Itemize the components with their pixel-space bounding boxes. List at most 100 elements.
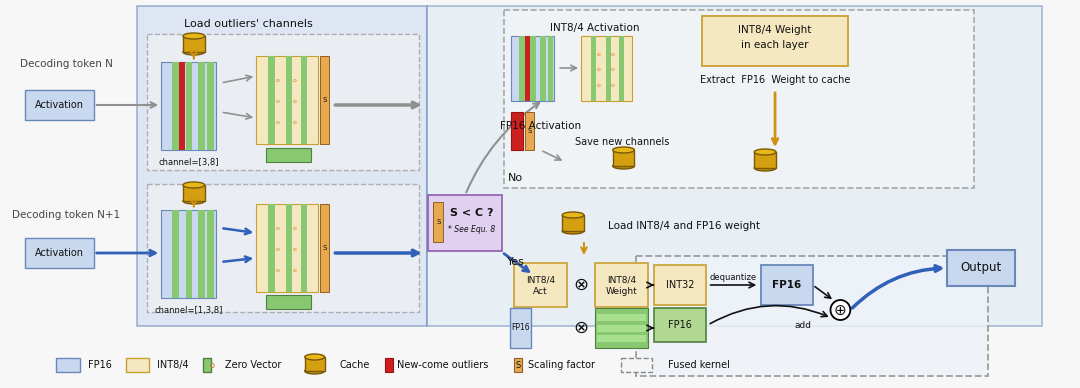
Text: INT8/4 Activation: INT8/4 Activation [550,23,639,33]
Text: o: o [293,99,296,104]
Bar [514,263,567,307]
Text: S: S [322,97,327,103]
Bar [199,210,205,298]
Bar [563,215,584,231]
Bar [161,210,216,298]
Text: FP16: FP16 [511,324,530,333]
Bar [320,204,329,292]
Bar [621,358,652,372]
Bar [636,256,988,376]
Bar [597,314,646,321]
Text: ⊗: ⊗ [573,319,589,337]
Bar [183,36,205,52]
Text: S < C ?: S < C ? [450,208,494,218]
Text: o: o [611,67,615,72]
Ellipse shape [754,149,777,155]
Text: Weight: Weight [606,288,637,296]
Text: Extract  FP16  Weight to cache: Extract FP16 Weight to cache [700,75,850,85]
Text: o: o [293,226,296,231]
Bar [597,325,646,332]
Bar [433,202,444,242]
Text: New-come outliers: New-come outliers [396,360,488,370]
Text: FP16: FP16 [669,320,692,330]
Ellipse shape [183,182,205,188]
Text: channel=[3,8]: channel=[3,8] [159,158,219,166]
Bar [514,358,522,372]
Bar [595,308,648,348]
Text: INT8/4: INT8/4 [607,275,636,284]
Text: Load outliers' channels: Load outliers' channels [184,19,313,29]
Bar [525,112,535,150]
Bar [619,36,624,101]
Text: o: o [275,99,280,104]
Bar [305,357,324,371]
Text: No: No [508,173,523,183]
Bar [591,36,596,101]
Ellipse shape [305,368,324,374]
Text: INT8/4 Weight: INT8/4 Weight [739,25,812,35]
Text: Activation: Activation [35,100,83,110]
Bar [301,56,307,144]
Bar [256,56,318,144]
Text: FP16: FP16 [772,280,801,290]
Text: o: o [275,247,280,252]
Text: Output: Output [960,262,1001,274]
Text: o: o [597,52,600,57]
Bar [207,210,214,298]
Ellipse shape [305,354,324,360]
Bar [186,210,192,298]
Bar [183,185,205,201]
Bar [203,358,211,372]
Bar [25,238,94,268]
Bar [256,204,318,292]
Text: ⊗: ⊗ [573,276,589,294]
Bar [137,6,427,326]
Text: o: o [293,247,296,252]
Bar [25,90,94,120]
Circle shape [831,300,850,320]
Text: INT8/4: INT8/4 [158,360,189,370]
Text: Zero Vector: Zero Vector [225,360,281,370]
Bar [199,62,205,150]
Ellipse shape [754,165,777,171]
Text: INT32: INT32 [665,280,694,290]
Text: S: S [436,219,441,225]
Text: in each layer: in each layer [741,40,809,50]
Text: Save new channels: Save new channels [576,137,670,147]
Bar [654,265,705,305]
Text: Decoding token N: Decoding token N [19,59,112,69]
Bar [172,210,178,298]
Bar [754,152,777,168]
Ellipse shape [612,147,634,153]
Bar [269,204,274,292]
Bar [702,16,848,66]
Bar [540,36,545,101]
Text: ⊕: ⊕ [834,303,847,317]
Text: o: o [597,67,600,72]
Bar [161,62,216,150]
Bar [384,358,393,372]
Text: Act: Act [534,288,548,296]
Bar [56,358,80,372]
Bar [147,34,419,170]
Text: o: o [597,83,600,88]
Bar [510,308,531,348]
Bar [612,150,634,166]
Text: Yes: Yes [507,257,525,267]
Bar [320,56,329,144]
Bar [286,56,292,144]
Text: o: o [275,78,280,83]
Bar [606,36,611,101]
Bar [301,204,307,292]
Text: FP16 Activation: FP16 Activation [500,121,581,131]
Ellipse shape [612,163,634,169]
Bar [525,36,530,101]
Bar [172,62,178,150]
Text: Decoding token N+1: Decoding token N+1 [12,210,120,220]
Text: Cache: Cache [339,360,369,370]
Text: o: o [275,268,280,274]
Bar [519,36,525,101]
Text: o: o [293,78,296,83]
Bar [207,62,214,150]
Bar [266,295,311,309]
